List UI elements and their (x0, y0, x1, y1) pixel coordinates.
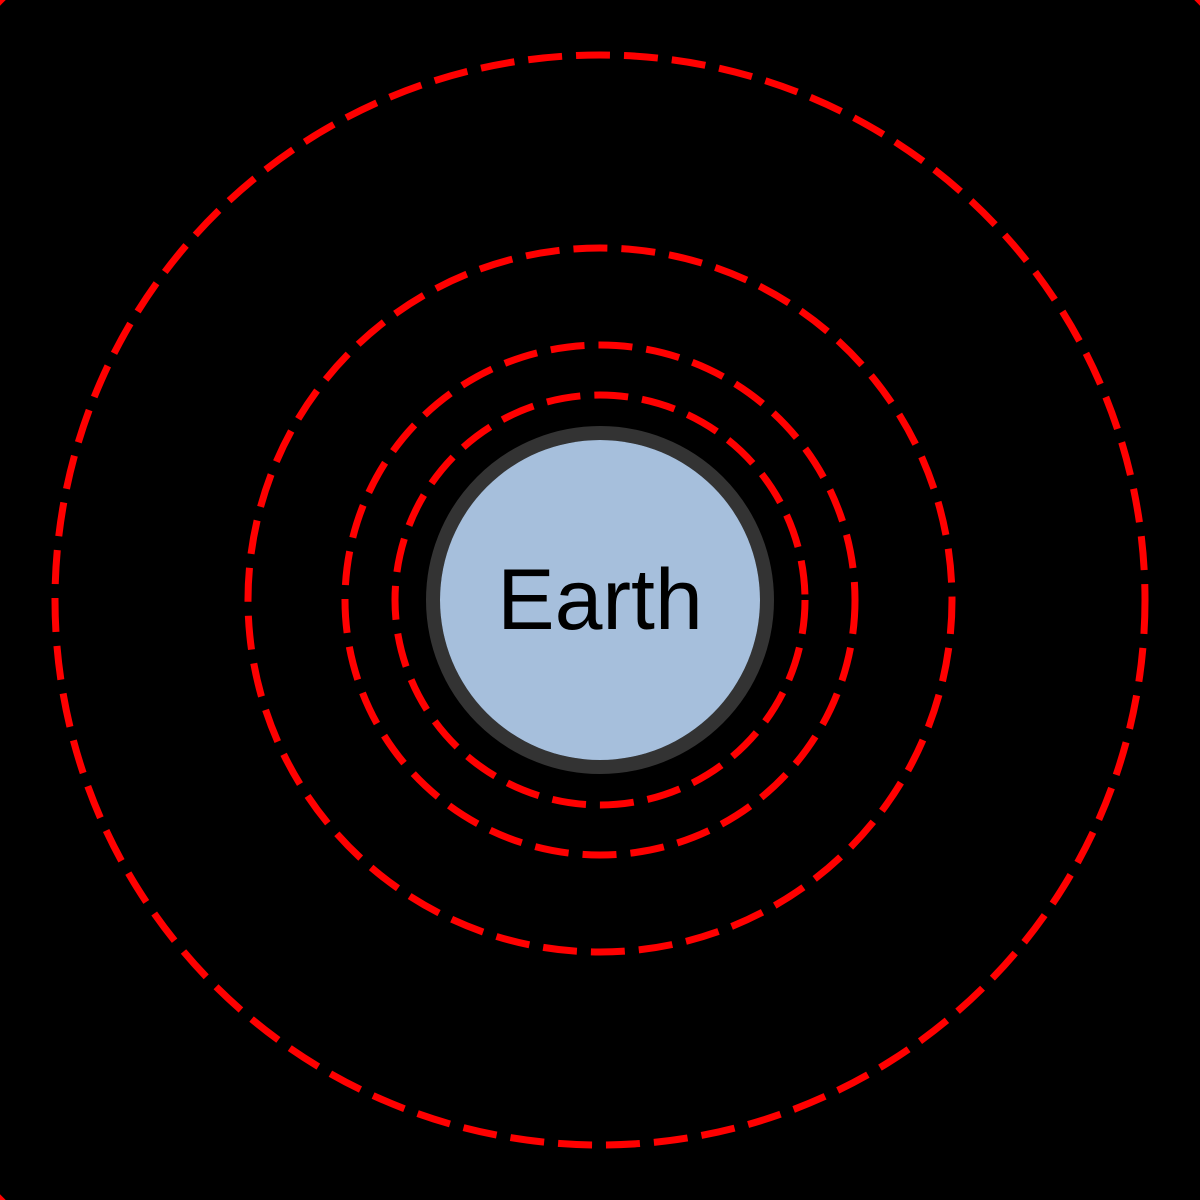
earth-label: Earth (497, 552, 703, 648)
diagram-svg: Earth (0, 0, 1200, 1200)
diagram-stage: Earth (0, 0, 1200, 1200)
